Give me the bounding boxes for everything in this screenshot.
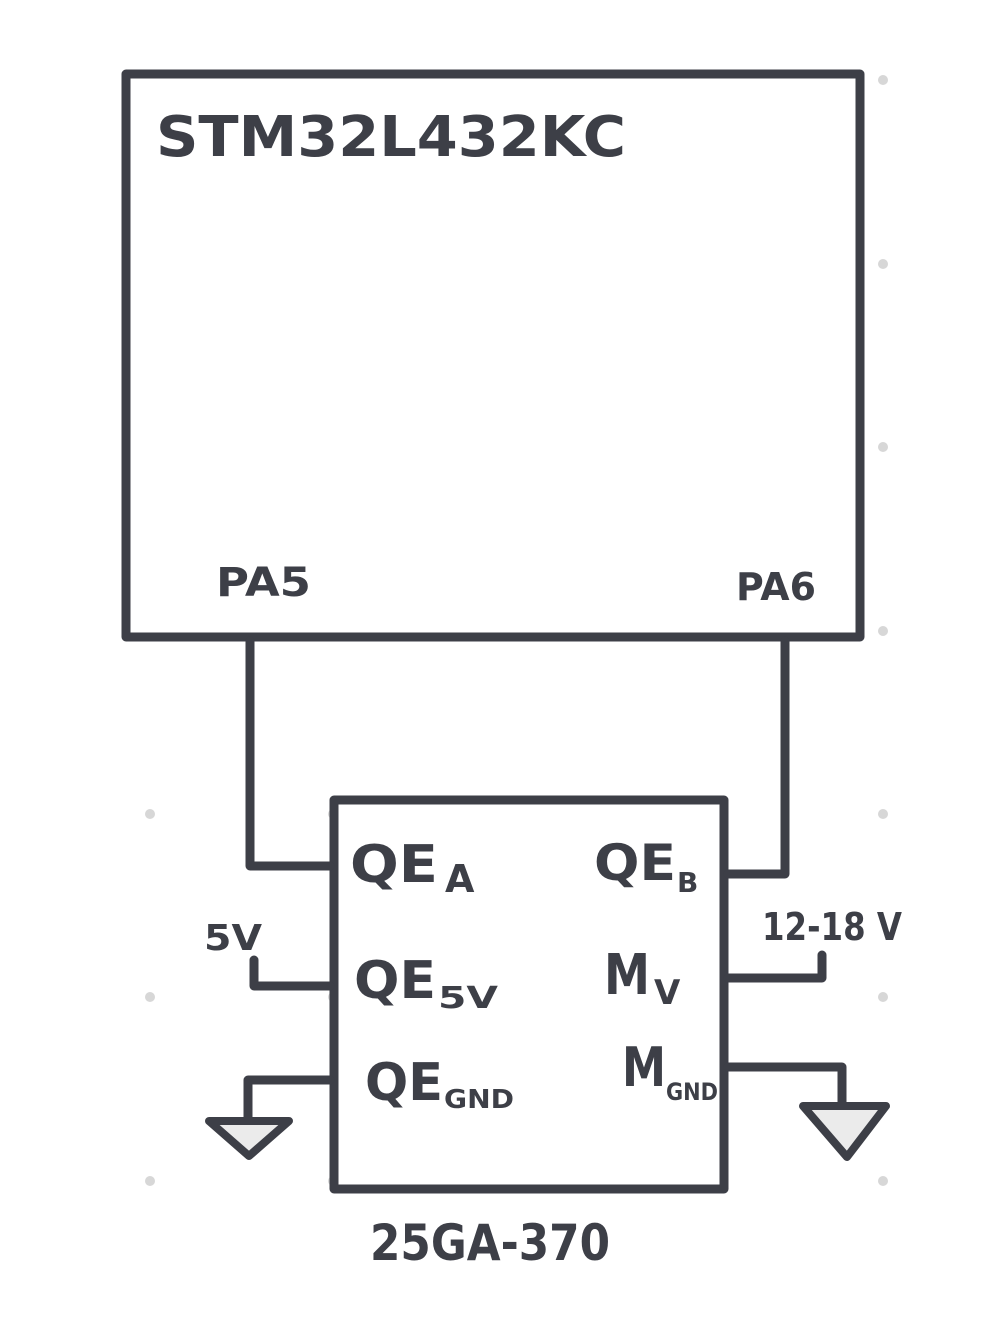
ground-symbol-right [799, 1102, 890, 1161]
wire-qe-ground[interactable] [243, 1075, 335, 1123]
motor-block[interactable] [329, 795, 729, 1194]
pin-qe-a: QE A [350, 835, 475, 901]
pin-qe-5v: QE 5V [354, 951, 499, 1016]
pin-m-v-sub: V [654, 973, 681, 1013]
pin-qe-5v-sub: 5V [438, 981, 499, 1016]
pin-qe-gnd-base: QE [365, 1053, 443, 1113]
pin-qe-5v-base: QE [354, 951, 436, 1011]
pin-m-gnd: M GND [622, 1036, 718, 1106]
wire-pa5-to-qea[interactable] [245, 636, 335, 871]
pin-m-gnd-base: M [622, 1036, 666, 1099]
pin-qe-b: QE B [594, 834, 698, 899]
pin-m-v-base: M [604, 943, 650, 1008]
pin-label-pa6: PA6 [736, 565, 816, 609]
wire-motor-ground[interactable] [723, 1062, 847, 1110]
supply-5v-label: 5V [204, 918, 262, 959]
wire-5v-supply[interactable] [249, 955, 335, 991]
wire-pa6-to-qeb[interactable] [723, 636, 790, 879]
mcu-block[interactable] [121, 69, 865, 642]
pin-qe-a-base: QE [350, 835, 438, 895]
mcu-label: STM32L432KC [156, 105, 626, 170]
ground-symbol-left [205, 1117, 293, 1160]
pin-qe-gnd-sub: GND [444, 1085, 514, 1115]
pin-m-v: M V [604, 943, 681, 1013]
supply-motor-label: 12-18 V [762, 905, 903, 949]
pin-qe-b-base: QE [594, 834, 676, 892]
wire-motor-supply[interactable] [723, 950, 827, 983]
pin-qe-a-sub: A [445, 857, 475, 901]
pin-label-pa5: PA5 [216, 560, 311, 606]
pin-qe-gnd: QE GND [365, 1053, 514, 1115]
motor-part-label: 25GA-370 [370, 1214, 610, 1272]
pin-m-gnd-sub: GND [666, 1078, 718, 1106]
pin-qe-b-sub: B [677, 866, 698, 899]
